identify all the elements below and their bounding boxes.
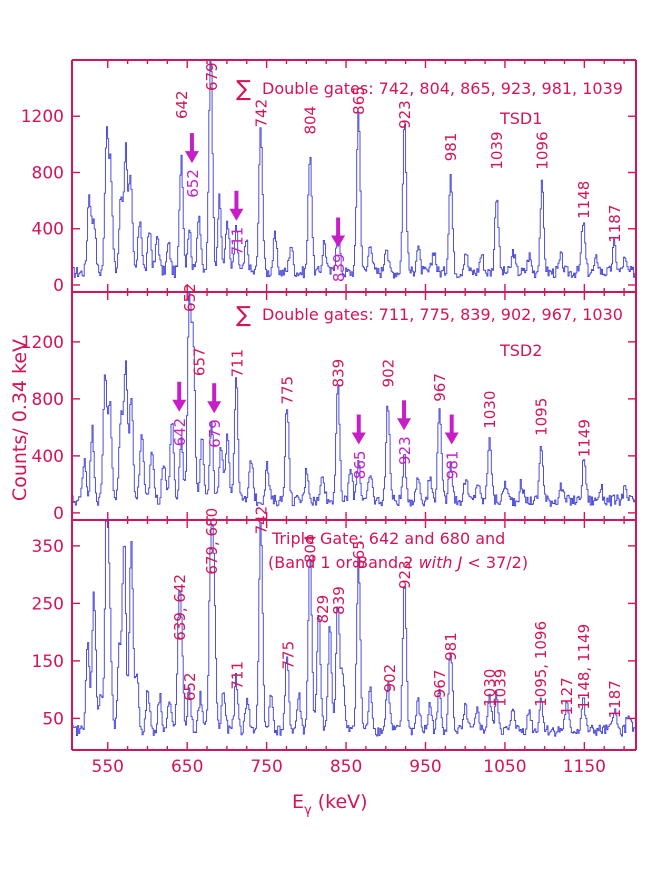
x-tick-label: 650 [171,757,203,777]
peak-label: 657 [190,347,208,376]
peak-label: 679 [203,62,221,91]
peak-label: 742 [252,99,270,128]
y-tick-label: 0 [53,276,64,296]
peak-label: 923 [396,100,414,129]
peak-label: 742 [252,506,270,535]
peak-label: 1039 [488,131,506,169]
gate-text-triple: Triple Gate: 642 and 680 and [271,529,505,548]
y-tick-label: 0 [53,504,64,524]
arrow-label: 652 [184,169,202,198]
peak-label: 865 [350,540,368,569]
y-tick-label: 150 [32,652,64,672]
peak-label: 902 [379,359,397,388]
sum-symbol: ∑ [236,303,251,328]
peak-label: 1095 [533,398,551,436]
arrow-label: 679 [206,419,224,448]
gate-text-tsd1: Double gates: 742, 804, 865, 923, 981, 1… [262,79,623,98]
spectrum-trace [72,59,637,279]
arrow-label: 923 [396,436,414,465]
y-tick-label: 1200 [21,333,64,353]
arrow-label: 711 [228,227,246,256]
x-axis-label: Eγ (keV) [292,791,368,818]
panel-tsd1: 0 400 800 1200 642 679 742 804 865 923 981 1039 1096… [21,59,637,296]
peak-label: 639, 642 [171,574,189,641]
peak-label: 865 [350,86,368,115]
peak-label: 652 [181,283,199,312]
x-tick-label: 550 [92,757,124,777]
y-tick-label: 400 [32,220,64,240]
arrow-head [184,151,199,164]
peak-label: 967 [431,373,449,402]
arrow-label: 865 [351,451,369,480]
peak-label: 1148 [575,181,593,219]
x-tick-label: 950 [409,757,441,777]
spectrum-trace [72,291,637,507]
arrow-label: 642 [171,418,189,447]
x-tick-label: 750 [250,757,282,777]
panel-tsd2: 0 400 800 1200 652 657 711 775 839 902 967 1030 1095… [21,283,637,524]
peak-label: 981 [442,133,460,162]
peak-label: 1096 [533,131,551,169]
y-tick-label: 800 [32,390,64,410]
arrow-head [207,401,222,414]
spectrum-trace [72,519,637,737]
peak-label: 1030 [481,391,499,429]
arrow-head [229,208,244,221]
arrow-label: 839 [330,253,348,282]
peak-label: 839 [329,359,347,388]
gate-text-tsd2: Double gates: 711, 775, 839, 902, 967, 1… [262,305,623,324]
y-tick-label: 350 [32,537,64,557]
y-tick-label: 800 [32,163,64,183]
peak-label: 1095, 1096 [532,621,550,707]
arrow-head [351,432,366,445]
y-tick-label: 400 [32,447,64,467]
y-axis-label: Counts/ 0.34 keV [9,339,31,501]
peak-label: 775 [278,376,296,405]
peak-label: 1039 [491,669,509,707]
band-label-tsd1: TSD1 [499,109,542,128]
peak-label: 679, 680 [203,508,221,575]
peak-label: 775 [279,641,297,670]
peak-label: 902 [381,664,399,693]
arrow-head [444,432,459,445]
x-tick-label: 1150 [563,757,606,777]
panel-triple: 50 150 250 350 639, 642 652 679, 680 711 742 775 8… [32,506,637,751]
gate-text-triple-line2: (Band 1 or Band 2 with J < 37/2) [268,553,528,572]
peak-label: 1149 [576,419,594,457]
peak-label: 839 [330,586,348,615]
x-tick-label: 1050 [483,757,526,777]
arrow-head [172,399,187,412]
sum-symbol: ∑ [236,77,251,102]
peak-label: 967 [431,670,449,699]
peak-label: 1127 [558,677,576,715]
peak-label: 1187 [606,680,624,718]
peak-label: 804 [302,106,320,135]
peak-label: 1030 [481,669,499,707]
arrow-head [397,418,412,431]
arrow-head [331,235,346,248]
peak-label: 1148, 1149 [575,624,593,710]
y-tick-label: 1200 [21,107,64,127]
peak-label: 642 [173,90,191,119]
band-label-tsd2: TSD2 [499,341,542,360]
peak-label: 829 [314,595,332,624]
x-tick-label: 850 [330,757,362,777]
peak-label: 652 [181,672,199,701]
peak-label: 711 [228,661,246,690]
y-tick-label: 50 [42,709,64,729]
peak-label: 923 [396,560,414,589]
y-tick-label: 250 [32,594,64,614]
peak-label: 711 [228,349,246,378]
peak-label: 981 [442,632,460,661]
peak-label: 1187 [606,205,624,243]
peak-label: 804 [302,534,320,563]
arrow-label: 981 [444,451,462,480]
